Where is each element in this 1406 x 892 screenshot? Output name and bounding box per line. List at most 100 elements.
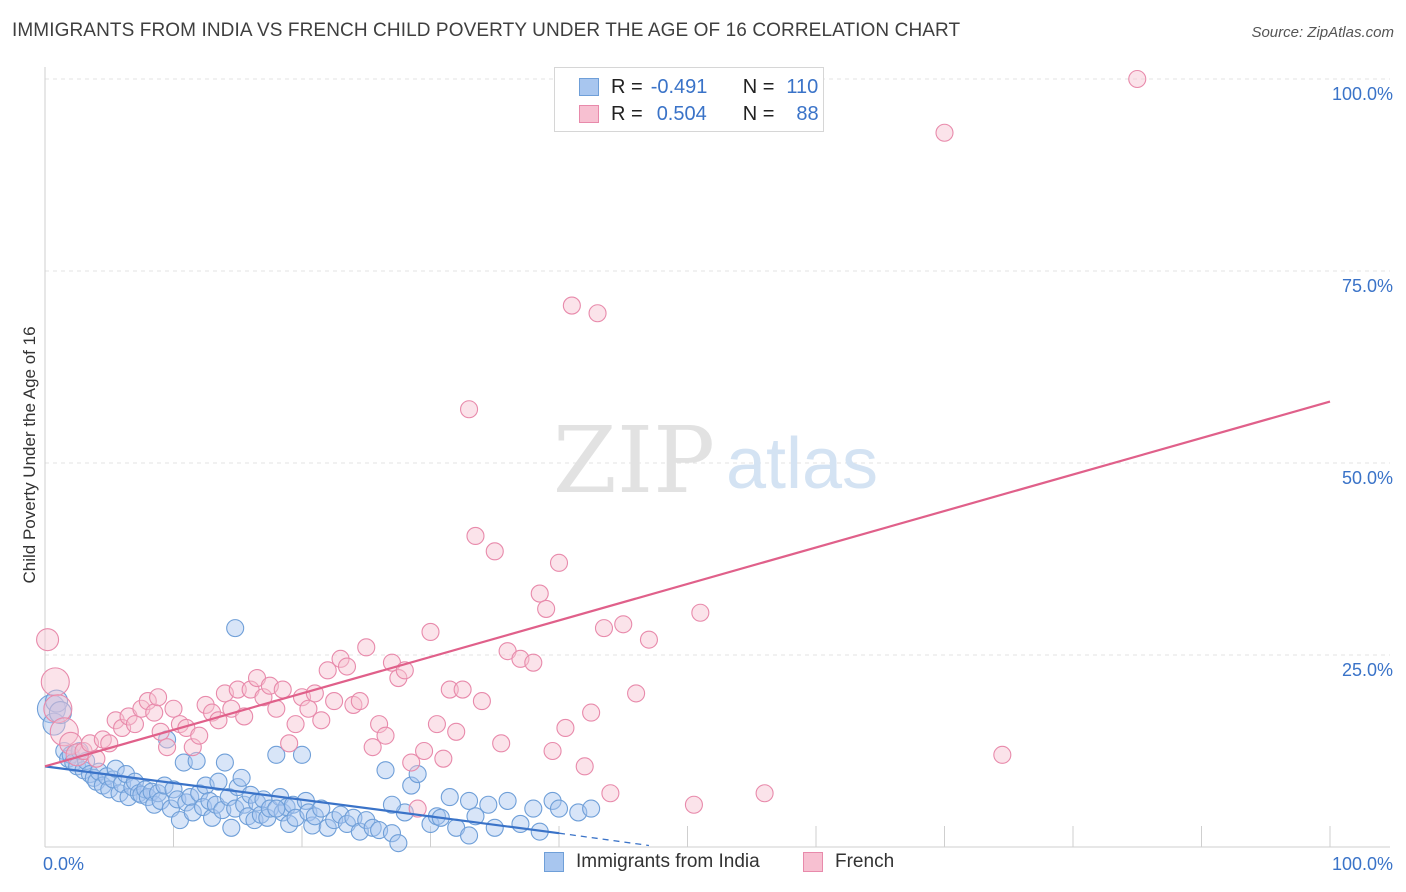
data-point	[549, 553, 569, 572]
data-point	[755, 784, 774, 803]
legend-swatch-india	[544, 852, 564, 872]
data-point	[222, 818, 241, 837]
data-point	[337, 657, 357, 676]
source-label: Source: ZipAtlas.com	[1251, 24, 1394, 41]
data-point	[312, 711, 331, 730]
data-point	[106, 759, 125, 778]
data-point	[254, 688, 273, 707]
data-point	[376, 761, 395, 780]
y-tick-label: 100.0%	[1332, 84, 1393, 104]
data-point	[87, 749, 106, 768]
data-point	[215, 753, 234, 772]
grid-lines	[45, 78, 1390, 656]
data-point	[363, 738, 382, 757]
data-point	[691, 603, 710, 622]
data-point	[382, 795, 402, 814]
data-point	[36, 628, 60, 652]
data-point	[537, 599, 556, 618]
data-point	[402, 753, 421, 772]
data-point	[524, 799, 543, 818]
data-point	[485, 818, 504, 837]
legend-r-label: R =	[611, 102, 643, 125]
legend-n-value: 88	[796, 102, 819, 125]
data-point	[235, 707, 254, 726]
data-point	[357, 811, 376, 830]
y-tick-label: 50.0%	[1342, 468, 1393, 488]
watermark-atlas: atlas	[726, 424, 878, 504]
data-point	[498, 791, 517, 810]
trend-lines	[44, 400, 1331, 847]
data-point	[466, 526, 485, 546]
legend-r-label: R =	[611, 75, 643, 98]
legend-n-label: N =	[742, 75, 775, 98]
data-point	[453, 680, 472, 699]
data-point	[601, 784, 620, 803]
legend-swatch-french	[579, 105, 599, 123]
chart-title: IMMIGRANTS FROM INDIA VS FRENCH CHILD PO…	[12, 20, 961, 41]
data-point	[190, 726, 209, 745]
data-point	[196, 695, 215, 714]
trend-line-india	[44, 765, 560, 835]
data-point	[485, 542, 504, 561]
data-point	[440, 680, 459, 699]
data-point	[149, 688, 168, 707]
data-point	[440, 788, 459, 807]
data-point	[389, 668, 408, 688]
trend-line-india-extension	[558, 832, 650, 847]
legend-swatch-french	[803, 852, 823, 872]
data-point	[427, 715, 446, 734]
data-point	[209, 772, 228, 791]
data-point	[187, 751, 206, 771]
data-point	[318, 661, 337, 680]
data-point	[408, 764, 427, 784]
y-tick-label: 25.0%	[1342, 660, 1393, 680]
data-point	[305, 807, 324, 826]
data-point	[325, 692, 344, 711]
x-tick-label-max: 100.0%	[1332, 854, 1393, 874]
data-point	[562, 296, 581, 315]
data-point	[582, 799, 601, 818]
data-point	[228, 680, 247, 699]
data-point	[594, 619, 614, 638]
legend-n-label: N =	[742, 102, 775, 125]
trend-line-french	[44, 400, 1331, 768]
data-point	[402, 776, 421, 795]
data-point	[273, 680, 292, 699]
data-point	[434, 749, 453, 768]
data-point	[145, 703, 164, 722]
data-point	[370, 715, 389, 734]
data-point	[543, 741, 562, 761]
data-point	[556, 718, 575, 738]
data-point	[43, 694, 73, 724]
data-point	[158, 738, 177, 757]
data-point	[138, 692, 157, 711]
data-point	[267, 745, 286, 764]
data-point	[614, 615, 633, 634]
legend-n-value: 110	[786, 75, 819, 98]
legend-item-french[interactable]: French	[803, 851, 894, 873]
data-point	[639, 630, 659, 649]
data-point	[226, 619, 245, 638]
correlation-legend: R = -0.491 N = 110 R = 0.504 N = 88	[554, 67, 824, 132]
data-point	[49, 717, 79, 747]
watermark-zip: ZIP	[553, 407, 715, 514]
data-point	[993, 745, 1012, 764]
data-point	[466, 807, 485, 826]
data-point	[312, 799, 331, 818]
data-point	[357, 638, 376, 657]
y-tick-label: 75.0%	[1342, 276, 1393, 296]
data-point	[421, 622, 440, 642]
data-point	[627, 684, 646, 703]
legend-swatch-india	[579, 78, 599, 96]
series-legend: Immigrants from India French	[0, 851, 1406, 877]
data-point	[350, 692, 369, 711]
data-point	[935, 123, 954, 142]
data-point	[530, 584, 549, 603]
data-point	[549, 799, 569, 818]
data-point	[164, 780, 183, 799]
data-point	[575, 757, 594, 776]
legend-item-india[interactable]: Immigrants from India	[544, 851, 760, 873]
data-point	[684, 795, 703, 814]
watermark: ZIP atlas	[553, 407, 878, 514]
